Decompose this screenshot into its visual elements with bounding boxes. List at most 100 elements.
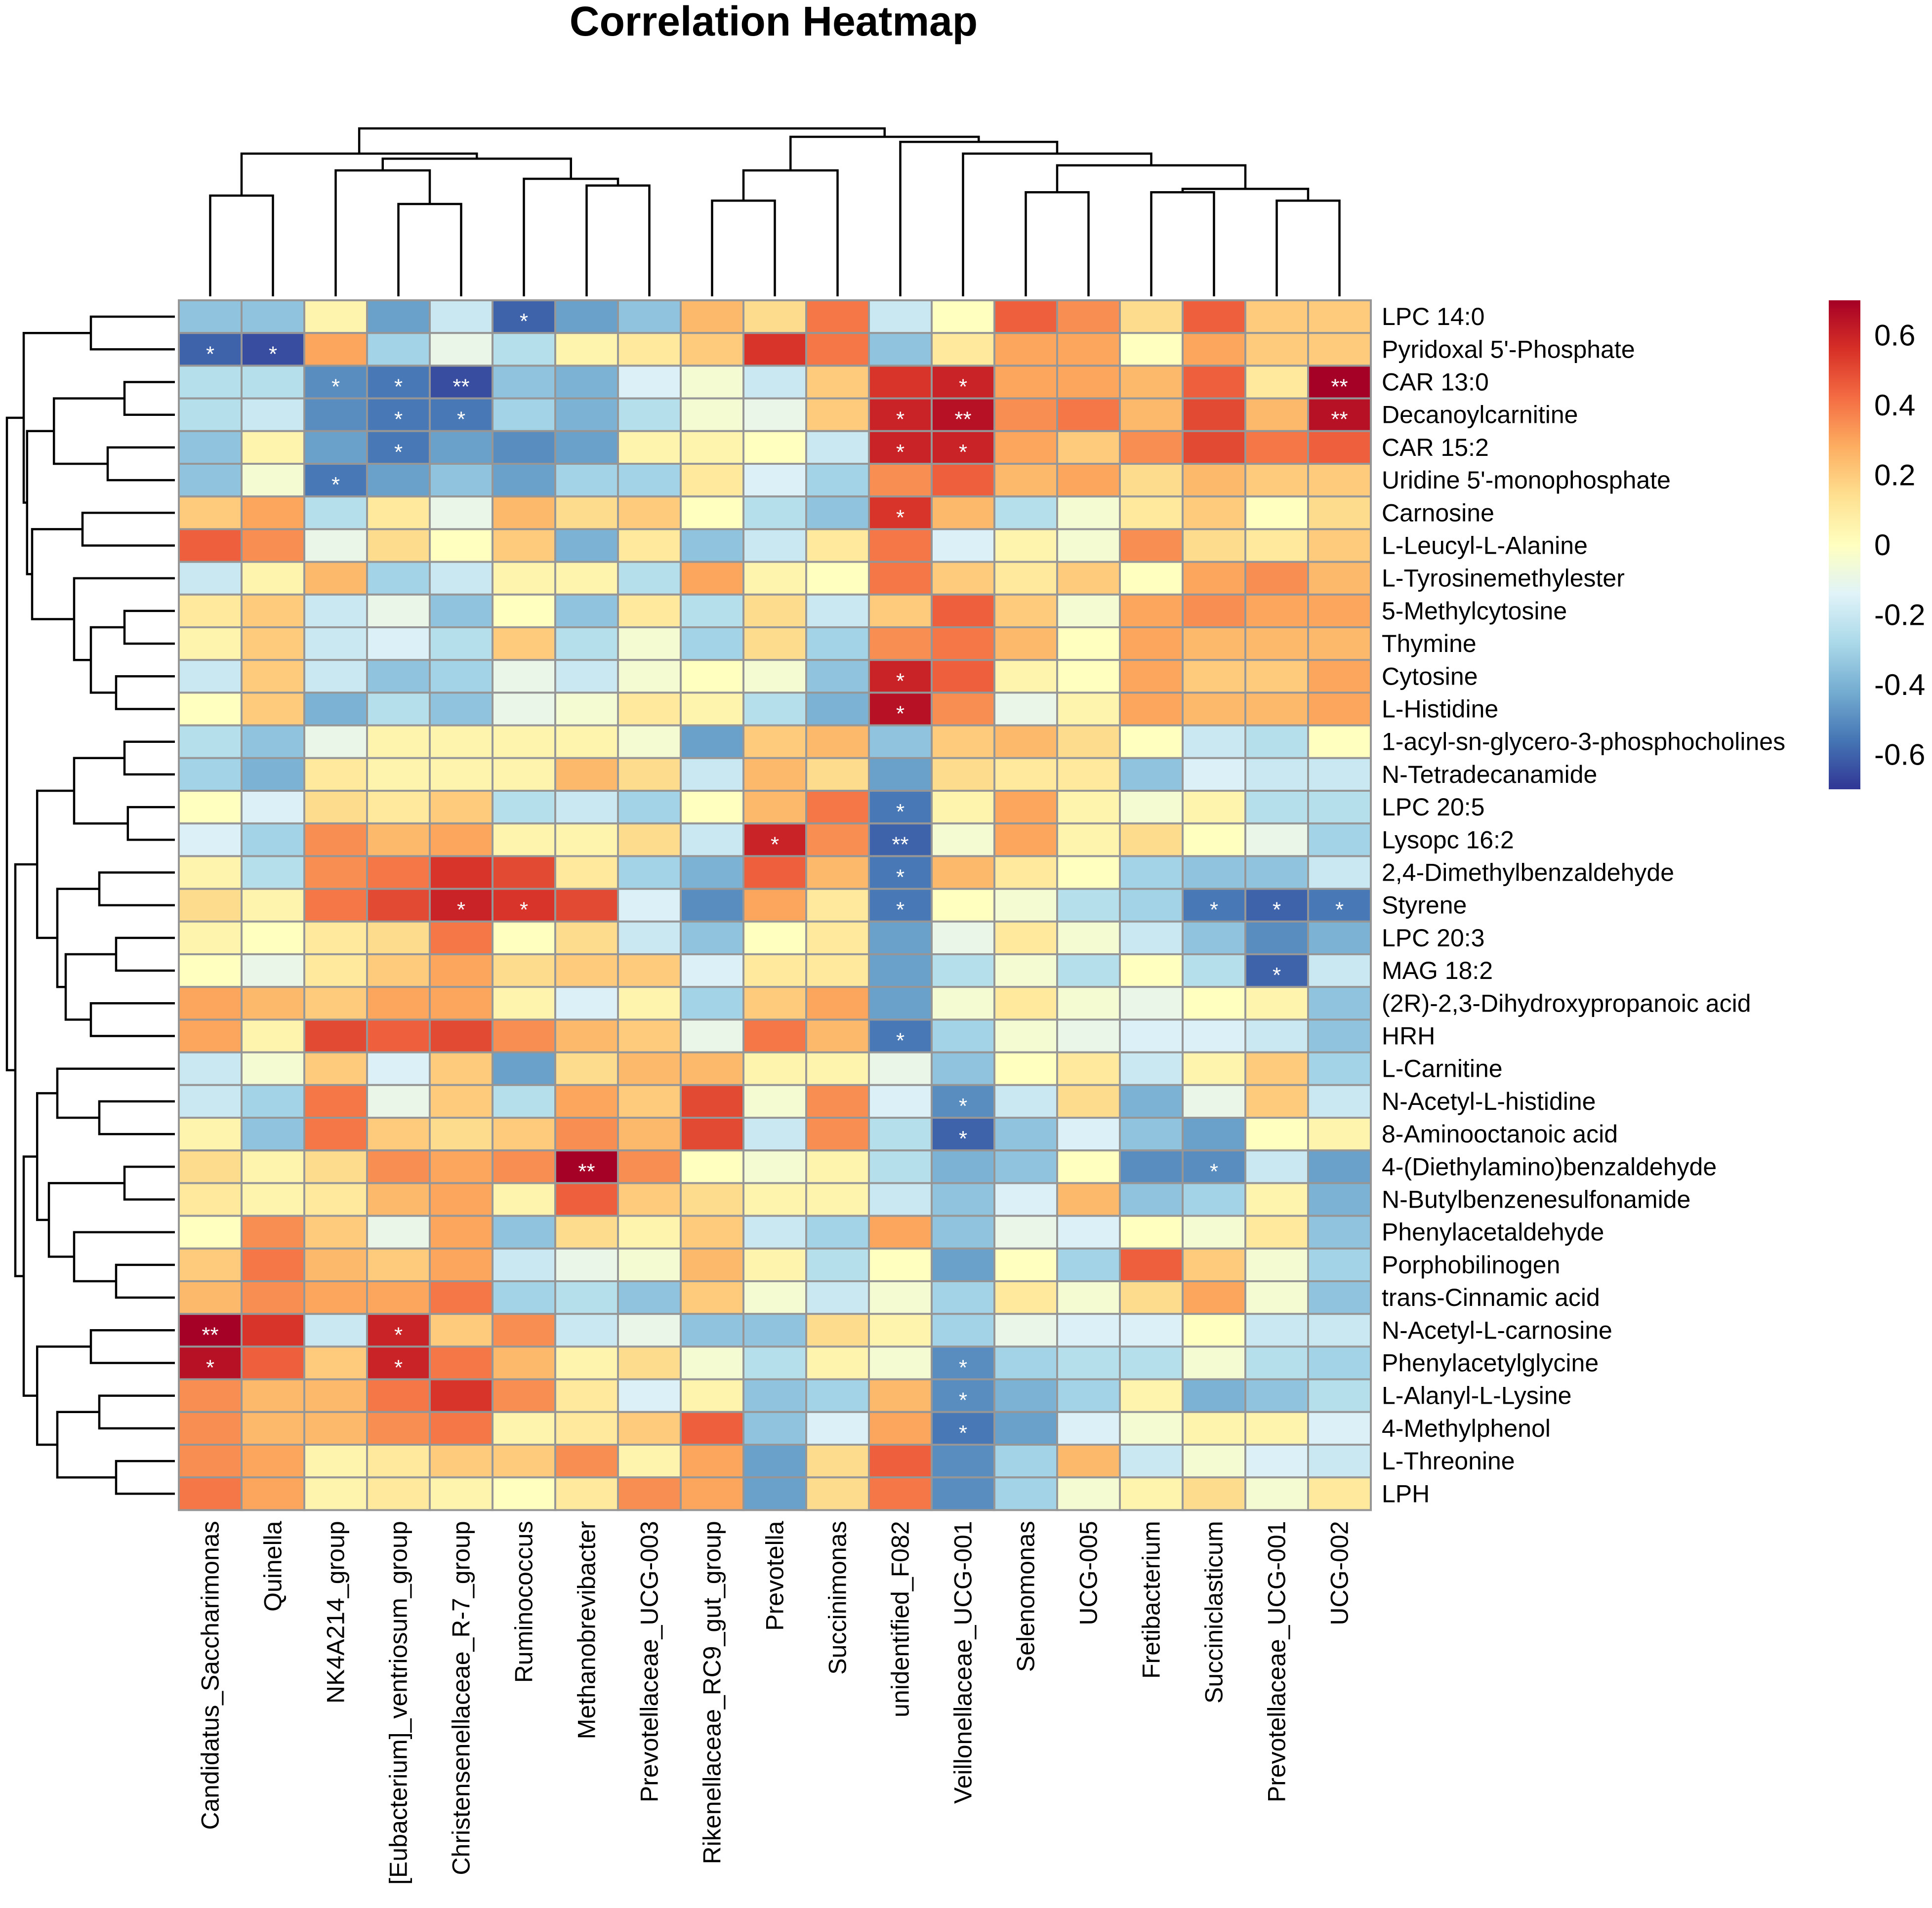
heatmap-cell — [554, 1051, 619, 1086]
heatmap-cell — [868, 1149, 933, 1184]
heatmap-cell — [1056, 1345, 1121, 1380]
heatmap-cell — [492, 332, 556, 367]
heatmap-cell — [492, 953, 556, 988]
significance-star: * — [394, 375, 403, 399]
heatmap-cell — [931, 888, 995, 923]
colorbar-gradient — [1829, 300, 1860, 789]
heatmap-cell — [868, 593, 933, 629]
heatmap-cell — [1119, 1378, 1184, 1413]
heatmap-cell — [554, 397, 619, 432]
heatmap-cell — [868, 659, 933, 694]
heatmap-cell — [1307, 953, 1372, 988]
heatmap-cell — [303, 626, 368, 661]
heatmap-cell — [1307, 691, 1372, 727]
heatmap-cell — [805, 1018, 870, 1054]
heatmap-cell — [1056, 691, 1121, 727]
heatmap-cell — [1182, 463, 1246, 498]
heatmap-cell — [993, 397, 1058, 432]
row-label: CAR 15:2 — [1382, 434, 1489, 461]
heatmap-cell — [617, 397, 682, 432]
heatmap-cell — [178, 888, 243, 923]
heatmap-cell — [931, 1018, 995, 1054]
heatmap-cell — [680, 299, 744, 334]
heatmap-cell — [993, 1084, 1058, 1119]
heatmap-cell — [303, 1345, 368, 1380]
heatmap-cell — [1182, 1215, 1246, 1250]
heatmap-cell — [993, 953, 1058, 988]
heatmap-cell — [366, 1280, 431, 1315]
heatmap-cell — [554, 561, 619, 596]
heatmap-cell — [241, 920, 305, 956]
heatmap-cell — [241, 986, 305, 1021]
heatmap-cell — [993, 790, 1058, 825]
heatmap-cell — [241, 528, 305, 563]
heatmap-cell — [1307, 1378, 1372, 1413]
row-label: Decanoylcarnitine — [1382, 401, 1578, 429]
dendrogram-link — [115, 1460, 175, 1495]
heatmap-cell — [993, 659, 1058, 694]
row-label: LPC 14:0 — [1382, 303, 1484, 330]
dendrogram-link — [98, 1100, 175, 1136]
significance-star: * — [331, 375, 340, 399]
row-label: (2R)-2,3-Dihydroxypropanoic acid — [1382, 989, 1751, 1017]
heatmap-cells — [178, 299, 1372, 1511]
heatmap-cell — [366, 1215, 431, 1250]
heatmap-cell — [492, 790, 556, 825]
dendrogram-link — [52, 397, 124, 465]
heatmap-cell — [931, 986, 995, 1021]
heatmap-cell — [1307, 822, 1372, 857]
heatmap-cell — [554, 1018, 619, 1054]
heatmap-cell — [1182, 626, 1246, 661]
heatmap-cell — [1119, 1280, 1184, 1315]
heatmap-cell — [1056, 1084, 1121, 1119]
heatmap-cell — [680, 1313, 744, 1348]
heatmap-cell — [554, 593, 619, 629]
row-label: 1-acyl-sn-glycero-3-phosphocholines — [1382, 728, 1785, 756]
heatmap-cell — [805, 1247, 870, 1283]
heatmap-cell — [1056, 986, 1121, 1021]
heatmap-cell — [1307, 790, 1372, 825]
heatmap-cell — [1182, 332, 1246, 367]
heatmap-cell — [241, 1280, 305, 1315]
heatmap-cell — [492, 1018, 556, 1054]
dendrogram-link — [1275, 199, 1341, 296]
column-label: [Eubacterium]_ventriosum_group — [385, 1521, 412, 1885]
heatmap-cell — [1307, 1084, 1372, 1119]
significance-star: * — [394, 407, 403, 432]
heatmap-cell — [429, 430, 493, 465]
dendrogram-link — [115, 675, 175, 710]
heatmap-cell — [492, 626, 556, 661]
heatmap-cell — [241, 724, 305, 759]
heatmap-cell — [366, 1247, 431, 1283]
row-label: MAG 18:2 — [1382, 957, 1493, 984]
heatmap-cell — [178, 790, 243, 825]
heatmap-cell — [868, 299, 933, 334]
dendrogram-link — [98, 1394, 175, 1430]
heatmap-cell — [680, 920, 744, 956]
heatmap-cell — [742, 1084, 807, 1119]
row-label: 2,4-Dimethylbenzaldehyde — [1382, 859, 1674, 887]
row-labels: LPC 14:0 Pyridoxal 5'-Phosphate CAR 13:0 De… — [1382, 303, 1785, 1507]
heatmap-cell — [805, 1345, 870, 1380]
chart-title: Correlation Heatmap — [570, 0, 978, 44]
dendrogram-link — [115, 936, 175, 972]
heatmap-cell — [1056, 1018, 1121, 1054]
significance-star: * — [896, 702, 904, 726]
significance-star: * — [206, 342, 214, 366]
heatmap-cell — [1182, 430, 1246, 465]
column-label: NK4A214_group — [322, 1521, 350, 1704]
heatmap-cell — [1119, 1247, 1184, 1283]
column-label: Christensenellaceae_R-7_group — [448, 1521, 475, 1875]
heatmap-cell — [993, 1051, 1058, 1086]
dendrogram-link — [1181, 188, 1310, 201]
heatmap-cell — [178, 920, 243, 956]
heatmap-cell — [303, 1215, 368, 1250]
significance-star: * — [959, 440, 967, 464]
heatmap-cell — [931, 1182, 995, 1217]
heatmap-cell — [1056, 1182, 1121, 1217]
heatmap-cell — [178, 299, 243, 334]
heatmap-cell — [805, 855, 870, 890]
heatmap-cell — [680, 888, 744, 923]
significance-star: * — [520, 898, 528, 922]
row-label: Phenylacetylglycine — [1382, 1349, 1599, 1377]
